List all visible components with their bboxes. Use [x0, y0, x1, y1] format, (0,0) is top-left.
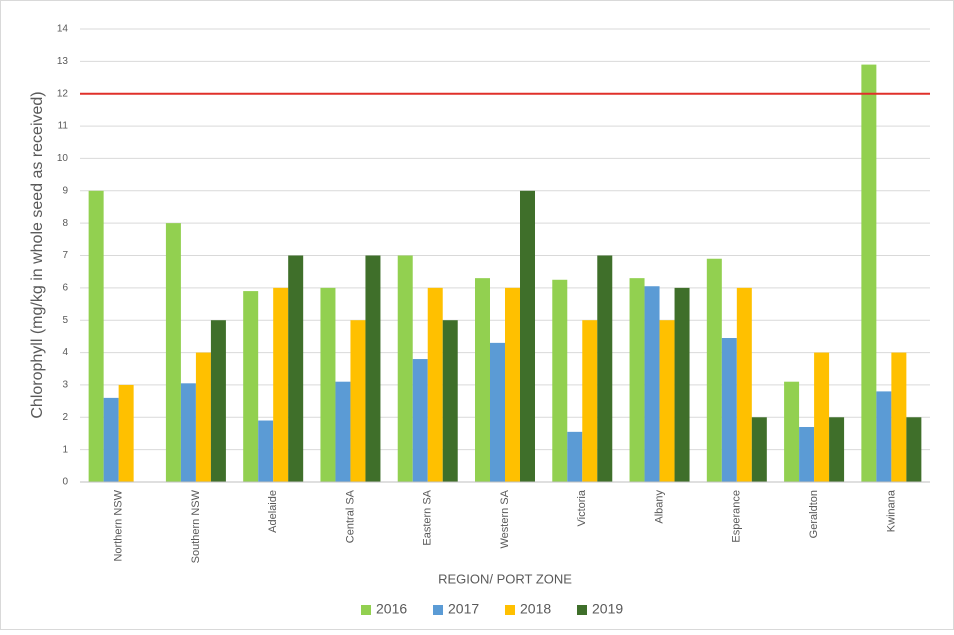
y-tick-label: 4 — [62, 347, 68, 358]
bar — [273, 287, 289, 482]
x-tick-label: Geraldton — [808, 490, 820, 538]
y-tick-label: 3 — [62, 380, 68, 391]
bar — [891, 352, 907, 482]
y-axis-title: Chlorophyll (mg/kg in whole seed as rece… — [29, 91, 46, 418]
bar — [721, 338, 737, 482]
bar — [582, 320, 598, 482]
y-tick-label: 13 — [57, 56, 69, 67]
legend-label: 2017 — [448, 601, 479, 617]
legend-label: 2019 — [592, 601, 623, 617]
bar — [165, 223, 181, 482]
bar — [567, 431, 583, 482]
y-tick-label: 14 — [57, 24, 69, 35]
bar — [243, 291, 259, 482]
bar — [906, 417, 922, 482]
bar — [659, 320, 675, 482]
y-tick-label: 0 — [62, 477, 68, 488]
bar — [674, 287, 690, 482]
x-tick-label: Kwinana — [885, 489, 897, 532]
bar — [505, 287, 520, 482]
y-tick-label: 2 — [62, 412, 68, 423]
x-axis-title: REGION/ PORT ZONE — [438, 571, 572, 586]
bar — [427, 287, 443, 482]
y-tick-label: 8 — [62, 218, 68, 229]
bar — [520, 190, 535, 483]
bar — [103, 397, 119, 482]
x-tick-label: Adelaide — [267, 490, 279, 533]
bar — [597, 255, 613, 482]
bar — [258, 420, 274, 482]
y-tick-label: 1 — [62, 444, 68, 455]
y-tick-label: 12 — [57, 88, 69, 99]
bar — [118, 384, 134, 482]
x-tick-label: Southern NSW — [190, 489, 202, 563]
y-tick-label: 7 — [62, 250, 68, 261]
bar — [210, 320, 226, 482]
bar — [475, 278, 490, 482]
bar — [829, 417, 845, 482]
x-tick-label: Western SA — [499, 489, 511, 548]
bar — [88, 190, 104, 483]
bar — [195, 352, 211, 482]
legend-swatch — [433, 605, 443, 615]
x-tick-label: Central SA — [344, 489, 356, 543]
bar — [288, 255, 304, 482]
y-tick-label: 6 — [62, 282, 68, 293]
y-tick-label: 9 — [62, 185, 68, 196]
bar — [397, 255, 413, 482]
bar — [751, 417, 767, 482]
x-tick-label: Eastern SA — [422, 489, 434, 545]
y-tick-label: 11 — [58, 121, 69, 132]
bar — [490, 342, 505, 482]
bar — [736, 287, 752, 482]
bar — [335, 381, 351, 482]
legend-label: 2016 — [376, 601, 407, 617]
bar — [180, 383, 196, 482]
bar — [629, 278, 645, 482]
bar — [442, 320, 458, 482]
legend-swatch — [505, 605, 515, 615]
bar — [876, 391, 892, 482]
bar — [552, 279, 568, 482]
x-tick-label: Northern NSW — [113, 489, 125, 561]
legend-swatch — [361, 605, 371, 615]
x-tick-label: Albany — [653, 490, 665, 524]
x-tick-label: Esperance — [731, 490, 743, 543]
legend-label: 2018 — [520, 601, 551, 617]
bar — [861, 64, 877, 482]
bar — [706, 258, 722, 482]
bar — [644, 286, 660, 482]
bar — [799, 426, 815, 482]
bar — [350, 320, 366, 482]
bar — [784, 381, 800, 482]
bar — [365, 255, 381, 482]
x-tick-label: Victoria — [576, 489, 588, 526]
bar — [814, 352, 830, 482]
y-tick-label: 5 — [62, 315, 68, 326]
bar — [320, 287, 336, 482]
y-tick-label: 10 — [57, 153, 69, 164]
legend-swatch — [577, 605, 587, 615]
bar — [412, 359, 428, 482]
